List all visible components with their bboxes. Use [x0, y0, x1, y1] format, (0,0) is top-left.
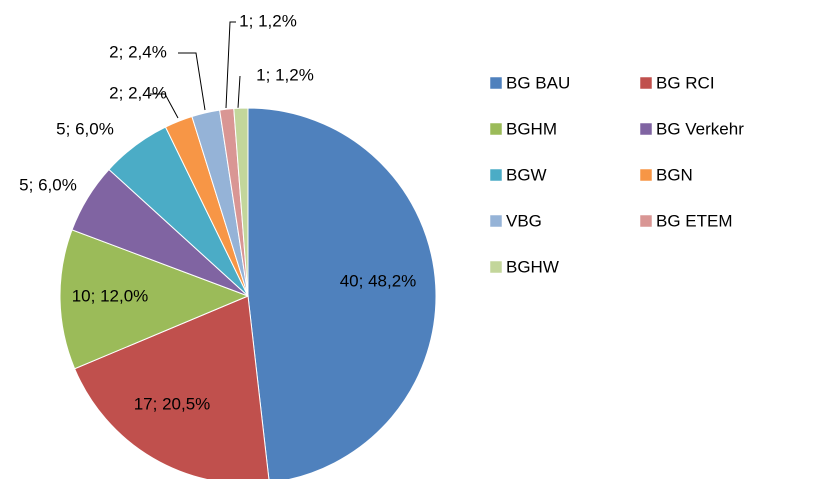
legend-label: VBG	[506, 211, 542, 230]
legend-swatch	[489, 260, 503, 274]
data-label: 5; 6,0%	[56, 119, 114, 138]
legend-swatch	[639, 76, 653, 90]
leader-line	[150, 93, 179, 119]
legend-label: BGHM	[506, 119, 557, 138]
pie-slice	[73, 295, 270, 479]
data-label: 40; 48,2%	[340, 271, 417, 290]
leader-lines	[150, 21, 241, 119]
legend-label: BGN	[656, 165, 693, 184]
data-label: 5; 6,0%	[19, 175, 77, 194]
data-label: 10; 12,0%	[72, 286, 149, 305]
legend-label: BG BAU	[506, 73, 570, 92]
legend-label: BGHW	[506, 257, 559, 276]
leader-line	[178, 52, 206, 111]
data-label: 2; 2,4%	[109, 83, 167, 102]
legend-label: BGW	[506, 165, 547, 184]
legend-label: BG ETEM	[656, 211, 733, 230]
leader-line	[225, 21, 236, 109]
legend-label: BG RCI	[656, 73, 715, 92]
legend-swatch	[489, 168, 503, 182]
legend-swatch	[489, 76, 503, 90]
legend-swatch	[489, 214, 503, 228]
data-label: 17; 20,5%	[134, 394, 211, 413]
pie-slice	[59, 229, 250, 370]
pie-slice	[233, 107, 249, 297]
legend-swatch	[639, 214, 653, 228]
data-label: 1; 1,2%	[239, 11, 297, 30]
data-label: 1; 1,2%	[256, 65, 314, 84]
data-label: 2; 2,4%	[109, 42, 167, 61]
leader-line	[237, 75, 241, 109]
legend-swatch	[639, 168, 653, 182]
legend-swatch	[639, 122, 653, 136]
legend-swatch	[489, 122, 503, 136]
pie-slice	[247, 107, 437, 479]
legend-label: BG Verkehr	[656, 119, 744, 138]
